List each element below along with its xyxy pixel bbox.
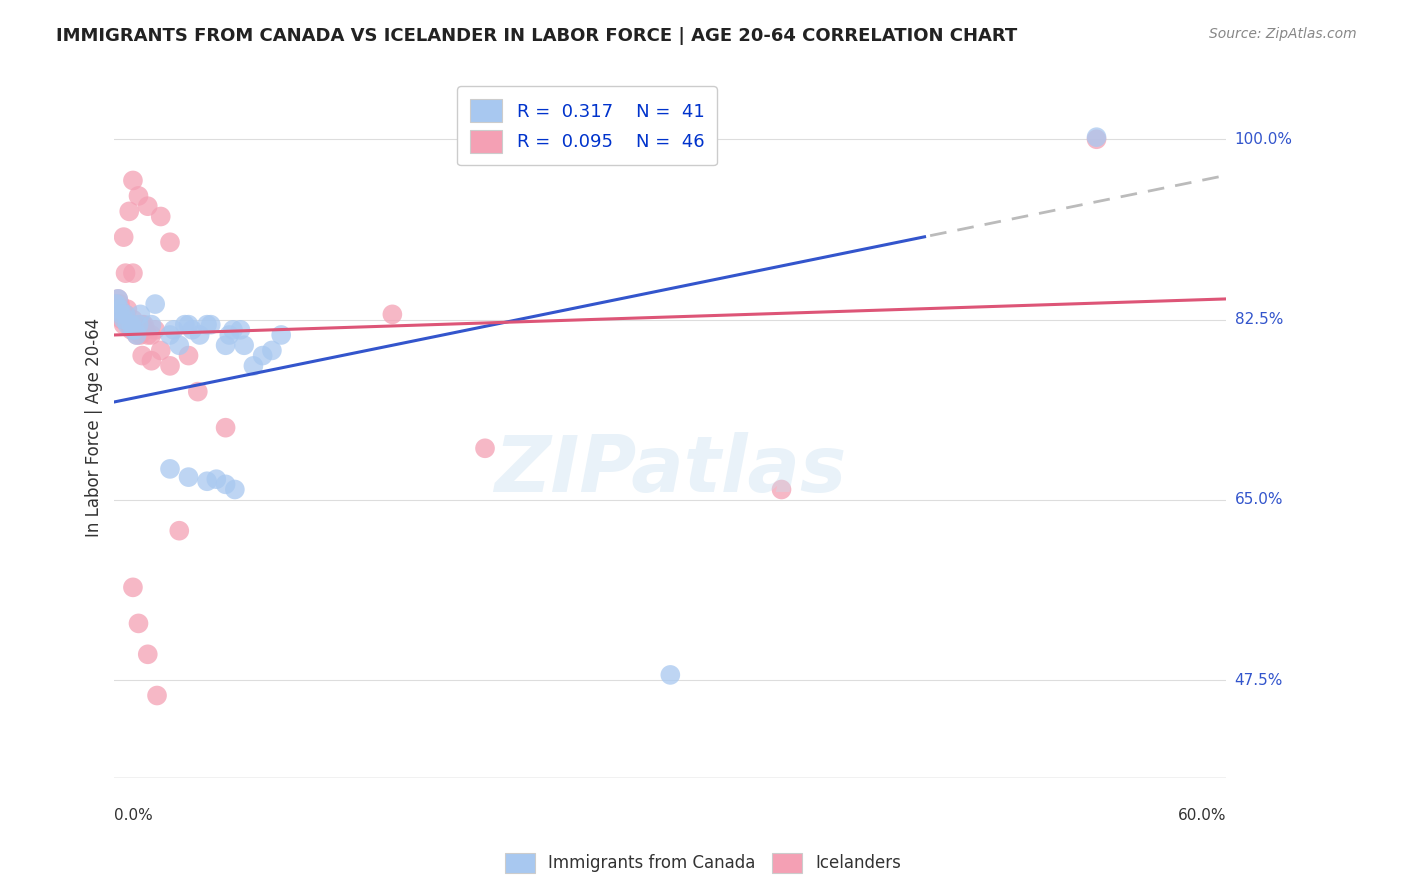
Point	[105, 297, 128, 311]
Point	[187, 384, 209, 399]
Point	[105, 297, 128, 311]
Point	[233, 338, 256, 352]
Point	[136, 648, 159, 662]
Point	[177, 349, 200, 363]
Point	[112, 312, 135, 326]
Point	[224, 483, 246, 497]
Point	[195, 475, 218, 489]
Point	[169, 524, 191, 538]
Point	[252, 349, 274, 363]
Point	[108, 302, 131, 317]
Point	[181, 323, 204, 337]
Point	[125, 328, 148, 343]
Point	[159, 359, 181, 373]
Point	[214, 338, 236, 352]
Point	[124, 323, 146, 337]
Point	[128, 318, 150, 332]
Point	[200, 318, 222, 332]
Text: Source: ZipAtlas.com: Source: ZipAtlas.com	[1209, 27, 1357, 41]
Point	[122, 323, 145, 337]
Point	[141, 328, 163, 343]
Point	[125, 328, 148, 343]
Point	[135, 323, 157, 337]
Point	[141, 353, 163, 368]
Point	[177, 470, 200, 484]
Y-axis label: In Labor Force | Age 20-64: In Labor Force | Age 20-64	[86, 318, 103, 537]
Point	[1085, 130, 1108, 145]
Point	[114, 307, 136, 321]
Point	[131, 349, 153, 363]
Point	[132, 318, 155, 332]
Point	[159, 328, 181, 343]
Text: 65.0%: 65.0%	[1234, 492, 1284, 508]
Point	[146, 689, 169, 703]
Point	[242, 359, 264, 373]
Point	[143, 323, 166, 337]
Point	[222, 323, 245, 337]
Point	[107, 292, 129, 306]
Point	[177, 318, 200, 332]
Point	[141, 318, 163, 332]
Point	[128, 323, 150, 337]
Point	[143, 297, 166, 311]
Point	[122, 266, 145, 280]
Point	[114, 266, 136, 280]
Point	[163, 323, 186, 337]
Point	[112, 230, 135, 244]
Point	[474, 442, 496, 456]
Point	[136, 328, 159, 343]
Point	[117, 302, 139, 317]
Point	[124, 318, 146, 332]
Point	[260, 343, 283, 358]
Point	[659, 668, 682, 682]
Point	[149, 343, 172, 358]
Point	[205, 472, 228, 486]
Point	[112, 318, 135, 332]
Point	[107, 292, 129, 306]
Point	[122, 312, 145, 326]
Point	[120, 318, 142, 332]
Point	[111, 307, 134, 321]
Point	[111, 312, 134, 326]
Point	[118, 204, 141, 219]
Point	[122, 173, 145, 187]
Legend: Immigrants from Canada, Icelanders: Immigrants from Canada, Icelanders	[498, 847, 908, 880]
Point	[1085, 132, 1108, 146]
Point	[229, 323, 252, 337]
Point	[169, 338, 191, 352]
Text: IMMIGRANTS FROM CANADA VS ICELANDER IN LABOR FORCE | AGE 20-64 CORRELATION CHART: IMMIGRANTS FROM CANADA VS ICELANDER IN L…	[56, 27, 1018, 45]
Point	[128, 189, 150, 203]
Point	[136, 199, 159, 213]
Point	[129, 307, 152, 321]
Point	[173, 318, 195, 332]
Point	[270, 328, 292, 343]
Legend: R =  0.317    N =  41, R =  0.095    N =  46: R = 0.317 N = 41, R = 0.095 N = 46	[457, 87, 717, 165]
Point	[214, 420, 236, 434]
Point	[108, 307, 131, 321]
Point	[218, 328, 240, 343]
Point	[159, 462, 181, 476]
Point	[114, 307, 136, 321]
Point	[129, 328, 152, 343]
Text: 60.0%: 60.0%	[1178, 808, 1226, 823]
Point	[159, 235, 181, 250]
Point	[149, 210, 172, 224]
Point	[131, 318, 153, 332]
Text: 82.5%: 82.5%	[1234, 312, 1282, 327]
Point	[188, 328, 211, 343]
Point	[195, 318, 218, 332]
Point	[122, 580, 145, 594]
Text: 0.0%: 0.0%	[114, 808, 153, 823]
Point	[120, 323, 142, 337]
Point	[117, 318, 139, 332]
Text: 100.0%: 100.0%	[1234, 132, 1292, 147]
Point	[128, 616, 150, 631]
Point	[214, 477, 236, 491]
Point	[381, 307, 404, 321]
Point	[108, 297, 131, 311]
Point	[118, 318, 141, 332]
Text: 47.5%: 47.5%	[1234, 673, 1282, 688]
Point	[770, 483, 793, 497]
Text: ZIPatlas: ZIPatlas	[494, 432, 846, 508]
